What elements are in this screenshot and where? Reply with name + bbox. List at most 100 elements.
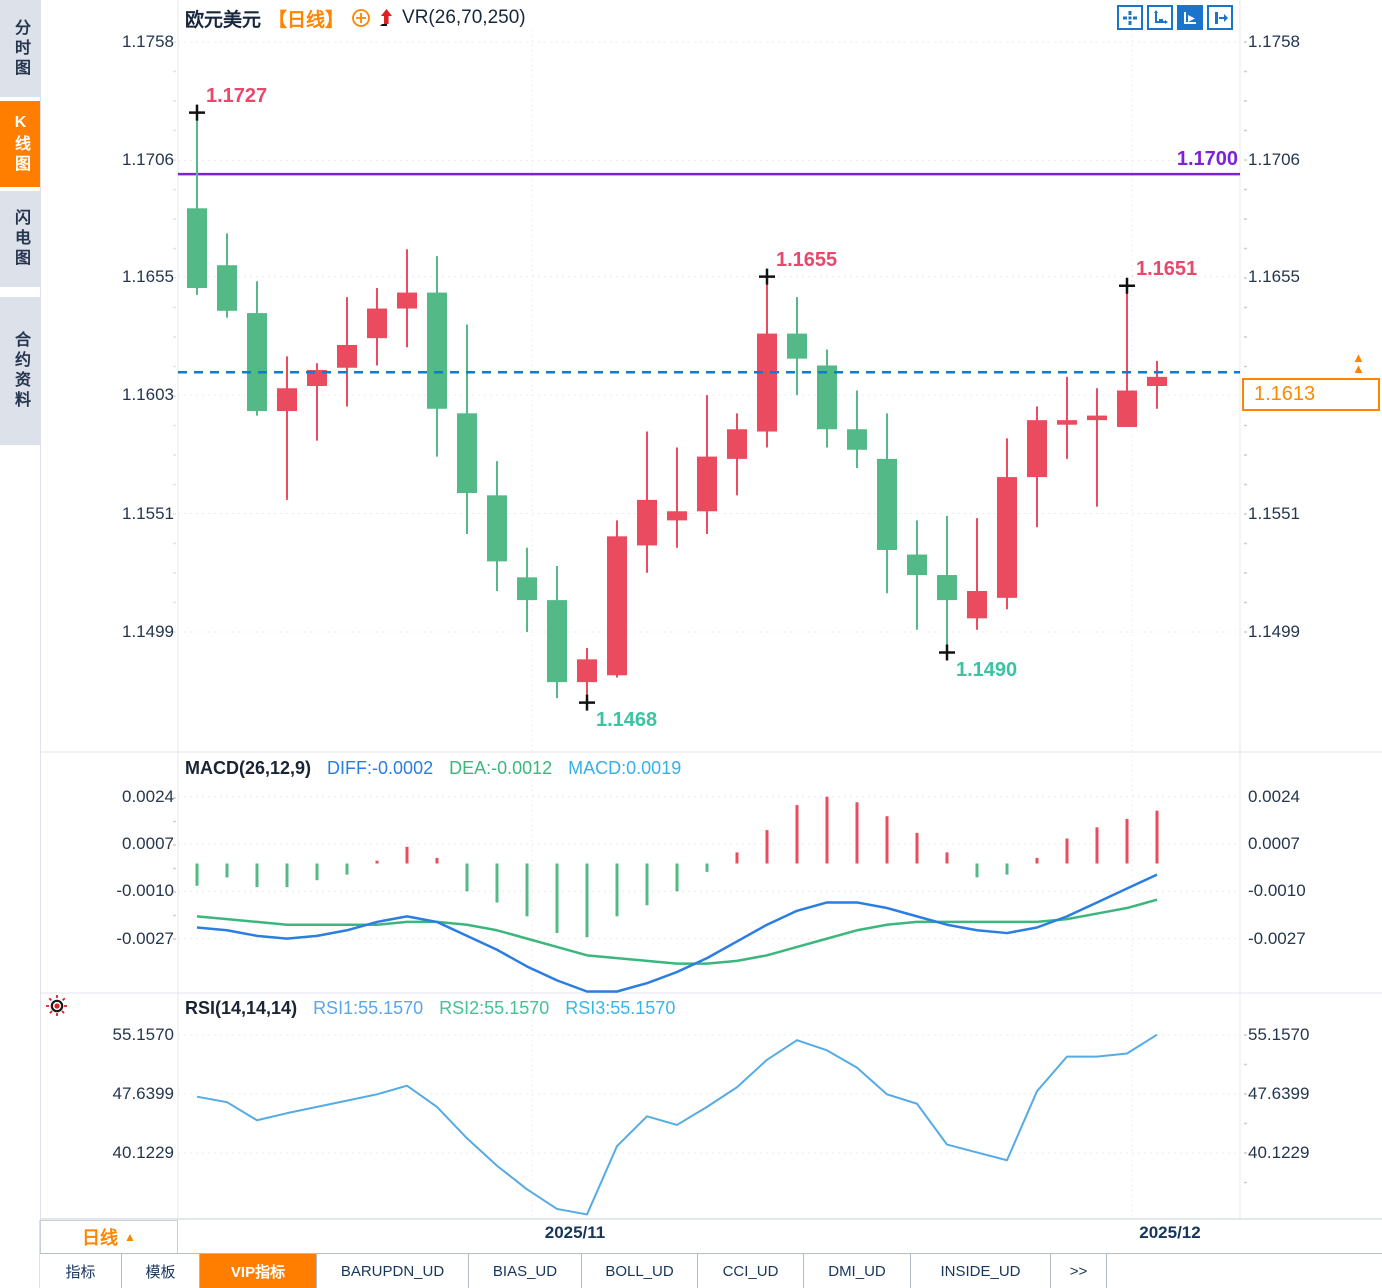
y-axis-label-right: 1.1499 xyxy=(1248,622,1300,641)
macd-diff-line xyxy=(196,873,1158,993)
chart-mode-icon[interactable] xyxy=(1177,5,1203,30)
rsi-line xyxy=(196,1033,1158,1216)
sidebar-tab-2[interactable]: K线图 xyxy=(0,101,40,187)
candle-body xyxy=(277,388,297,412)
footer-corner xyxy=(0,1220,40,1288)
rsi2-value: RSI2:55.1570 xyxy=(439,998,550,1018)
indicator-tab-6[interactable]: BOLL_UD xyxy=(582,1254,698,1288)
sidebar-tab-3[interactable]: 闪电图 xyxy=(0,191,40,287)
candle-body xyxy=(577,659,597,683)
candle-body xyxy=(487,495,507,562)
macd-axis-label-left: -0.0010 xyxy=(116,881,174,901)
candle-body xyxy=(607,536,627,676)
y-axis-label-left: 1.1758 xyxy=(122,32,174,51)
candle-body xyxy=(547,600,567,683)
indicator-tab-10[interactable]: >> xyxy=(1051,1254,1107,1288)
rsi-header: RSI(14,14,14) RSI1:55.1570 RSI2:55.1570 … xyxy=(185,998,675,1019)
y-axis-label-right: 1.1551 xyxy=(1248,503,1300,523)
price-annotation: 1.1651 xyxy=(1136,257,1198,280)
rsi-axis-label-right: 47.6399 xyxy=(1248,1084,1310,1103)
symbol-title: 欧元美元 xyxy=(185,9,262,31)
candle-body xyxy=(1027,420,1047,478)
price-annotation: 1.1468 xyxy=(596,708,658,731)
rsi-axis-label-left: 55.1570 xyxy=(112,1025,174,1044)
candle-body xyxy=(307,370,327,386)
candle-body xyxy=(367,308,387,339)
period-selector-label: 日线 xyxy=(82,1228,119,1248)
rsi3-value: RSI3:55.1570 xyxy=(565,998,676,1018)
candle-body xyxy=(817,365,837,430)
indicator-tab-4[interactable]: BARUPDN_UD xyxy=(317,1254,469,1288)
sidebar-tab-4[interactable]: 合约资料 xyxy=(0,297,40,445)
macd-axis-label-right: 0.0024 xyxy=(1248,786,1300,806)
price-annotation: 1.1490 xyxy=(956,658,1018,681)
indicator-tab-1[interactable]: 指标 xyxy=(40,1254,122,1288)
indicator-tab-7[interactable]: CCI_UD xyxy=(698,1254,804,1288)
macd-axis-label-right: -0.0010 xyxy=(1248,881,1306,901)
y-axis-label-left: 1.1603 xyxy=(122,385,174,405)
indicator-tab-3[interactable]: VIP指标 xyxy=(200,1254,317,1288)
candle-body xyxy=(667,511,687,521)
macd-diff-value: DIFF:-0.0002 xyxy=(327,758,434,778)
price-up-arrows-icon: ▲ ▲ xyxy=(1352,350,1365,376)
candle-body xyxy=(1087,415,1107,421)
candle-body xyxy=(187,208,207,289)
y-axis-label-right: 1.1758 xyxy=(1248,32,1300,51)
indicator-tab-5[interactable]: BIAS_UD xyxy=(469,1254,582,1288)
period-selector[interactable]: 日线 ▲ xyxy=(40,1220,178,1254)
macd-axis-label-right: -0.0027 xyxy=(1248,928,1306,948)
rsi1-value: RSI1:55.1570 xyxy=(313,998,424,1018)
macd-title: MACD(26,12,9) xyxy=(185,758,312,778)
candle-body xyxy=(1147,376,1167,386)
macd-dea-line xyxy=(196,898,1158,965)
y-axis-label-left: 1.1551 xyxy=(122,503,174,523)
current-price-tag: 1.1613 xyxy=(1242,378,1380,411)
period-tag: 【日线】 xyxy=(268,9,345,31)
candle-body xyxy=(1057,420,1077,425)
y-axis-label-left: 1.1655 xyxy=(122,266,174,286)
circle-plus-icon[interactable] xyxy=(351,8,371,28)
candle-body xyxy=(787,333,807,359)
chart-header: 欧元美元 【日线】 VR(26,70,250) xyxy=(185,4,526,32)
chart-canvas xyxy=(40,0,1382,1220)
y-axis-label-right: 1.1706 xyxy=(1248,150,1300,170)
candle-body xyxy=(967,590,987,619)
y-axis-label-left: 1.1499 xyxy=(122,622,174,641)
candle-body xyxy=(457,413,477,494)
candle-body xyxy=(907,554,927,576)
candle-body xyxy=(937,575,957,601)
indicator-tab-9[interactable]: INSIDE_UD xyxy=(911,1254,1051,1288)
candle-body xyxy=(427,292,447,409)
indicator-tab-2[interactable]: 模板 xyxy=(122,1254,200,1288)
macd-dea-value: DEA:-0.0012 xyxy=(449,758,553,778)
indicator-tab-8[interactable]: DMI_UD xyxy=(804,1254,911,1288)
candle-body xyxy=(877,458,897,550)
rsi-axis-label-right: 55.1570 xyxy=(1248,1025,1310,1044)
crosshair-move-icon[interactable] xyxy=(1117,5,1143,30)
y-axis-label-right: 1.1655 xyxy=(1248,266,1300,286)
x-axis-date-2: 2025/12 xyxy=(1139,1223,1201,1242)
x-axis-date-1: 2025/11 xyxy=(544,1223,606,1242)
price-annotation: 1.1727 xyxy=(206,84,268,107)
left-sidebar: 分时图 K线图 闪电图合约资料 xyxy=(0,0,41,1288)
macd-axis-label-left: 0.0007 xyxy=(122,834,174,854)
rsi-axis-label-left: 40.1229 xyxy=(112,1143,174,1163)
candle-body xyxy=(1117,390,1137,427)
macd-header: MACD(26,12,9) DIFF:-0.0002 DEA:-0.0012 M… xyxy=(185,758,681,779)
rsi-axis-label-right: 40.1229 xyxy=(1248,1143,1310,1163)
collapse-panel-icon[interactable] xyxy=(1207,5,1233,30)
indicator-settings-sun-icon[interactable] xyxy=(44,993,70,1024)
macd-axis-label-left: -0.0027 xyxy=(116,928,174,948)
sidebar-tab-1[interactable]: 分时图 xyxy=(0,0,40,97)
candle-body xyxy=(217,265,237,311)
axis-scale-icon[interactable] xyxy=(1147,5,1173,30)
period-up-arrow-icon: ▲ xyxy=(124,1230,136,1244)
indicator-label: VR(26,70,250) xyxy=(402,7,526,28)
y-axis-label-left: 1.1706 xyxy=(122,150,174,170)
macd-axis-label-right: 0.0007 xyxy=(1248,834,1300,854)
red-up-arrow-icon xyxy=(378,8,395,28)
candle-body xyxy=(847,429,867,450)
candle-body xyxy=(697,456,717,512)
candle-body xyxy=(337,344,357,368)
